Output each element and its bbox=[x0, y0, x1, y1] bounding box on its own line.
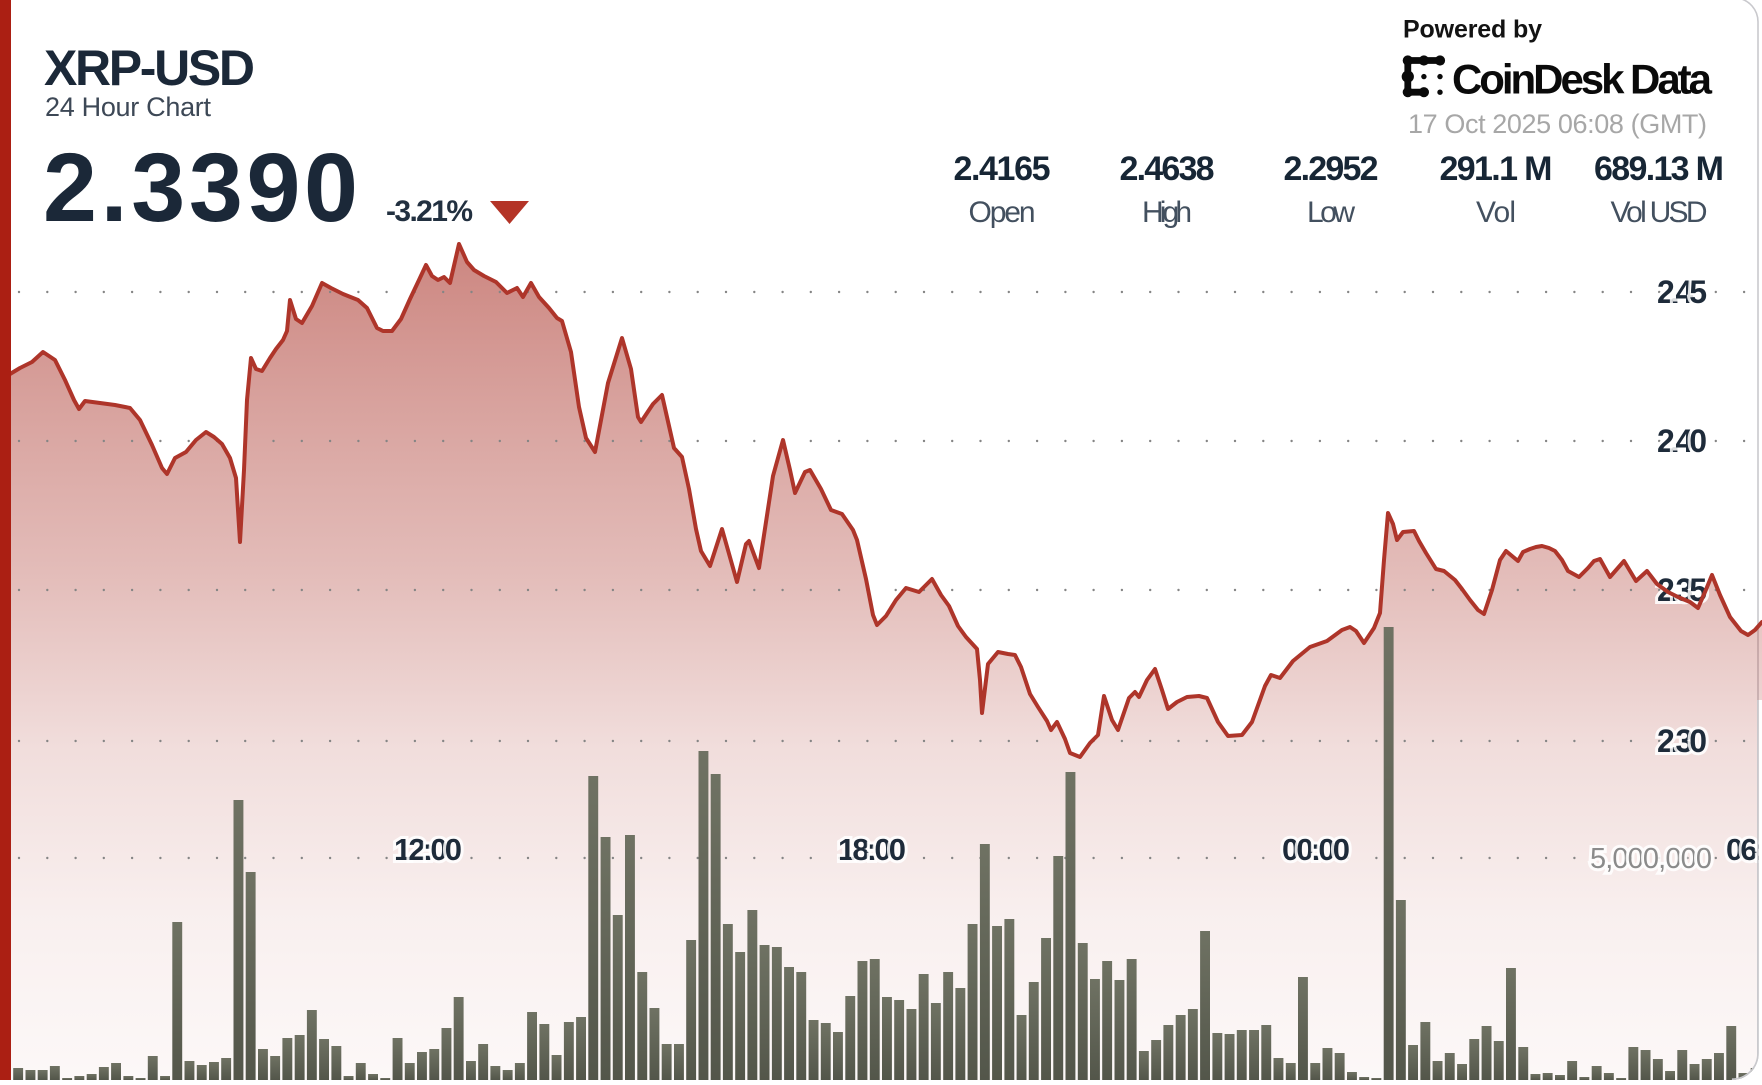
svg-text:High: High bbox=[1142, 196, 1192, 229]
svg-text:-3.21%: -3.21% bbox=[386, 195, 473, 228]
svg-text:17 Oct 2025 06:08 (GMT): 17 Oct 2025 06:08 (GMT) bbox=[1408, 109, 1707, 139]
svg-text:Powered by: Powered by bbox=[1403, 16, 1542, 44]
svg-text:5,000,000: 5,000,000 bbox=[1590, 843, 1712, 875]
svg-text:2.3390: 2.3390 bbox=[43, 133, 358, 242]
svg-text:CoinDesk Data: CoinDesk Data bbox=[1452, 56, 1713, 103]
svg-text:XRP-USD: XRP-USD bbox=[44, 40, 255, 96]
svg-text:2.30: 2.30 bbox=[1657, 723, 1707, 759]
svg-text:00:00: 00:00 bbox=[1282, 832, 1350, 867]
svg-text:06:00: 06:00 bbox=[1726, 832, 1762, 867]
svg-text:2.4165: 2.4165 bbox=[954, 150, 1051, 188]
svg-text:18:00: 18:00 bbox=[838, 832, 906, 867]
svg-text:Open: Open bbox=[969, 196, 1036, 229]
svg-text:Vol USD: Vol USD bbox=[1611, 196, 1708, 229]
svg-text:12:00: 12:00 bbox=[394, 832, 462, 867]
svg-text:2.40: 2.40 bbox=[1657, 423, 1707, 459]
svg-text:24 Hour Chart: 24 Hour Chart bbox=[45, 92, 211, 122]
svg-text:291.1 M: 291.1 M bbox=[1440, 150, 1553, 188]
svg-text:Low: Low bbox=[1307, 196, 1355, 229]
svg-text:2.2952: 2.2952 bbox=[1284, 150, 1379, 188]
svg-text:2.4638: 2.4638 bbox=[1120, 150, 1215, 188]
svg-text:689.13 M: 689.13 M bbox=[1594, 150, 1724, 188]
svg-text:Vol: Vol bbox=[1476, 196, 1516, 229]
svg-text:2.45: 2.45 bbox=[1657, 274, 1707, 310]
